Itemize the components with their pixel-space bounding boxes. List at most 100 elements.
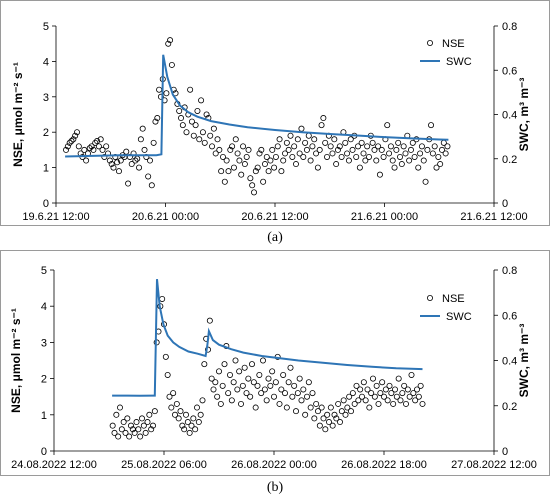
nse-data-point [292,408,299,415]
nse-data-point [230,379,237,386]
series-swc-line [65,54,449,158]
nse-data-point [322,426,329,433]
nse-data-point [418,143,425,150]
nse-data-point [375,143,382,150]
nse-data-point [221,178,228,185]
nse-data-point [364,386,371,393]
nse-data-point [115,433,122,440]
nse-data-point [215,368,222,375]
nse-data-point [108,161,115,168]
nse-data-point [240,143,247,150]
nse-data-point [386,150,393,157]
nse-data-point [210,386,217,393]
nse-data-point [309,390,316,397]
nse-data-point [422,178,429,185]
nse-data-point [164,371,171,378]
x-tick-label: 21.6.21 12:00 [460,211,527,223]
y2-tick-label: 0.6 [502,65,517,77]
nse-data-point [437,161,444,168]
nse-data-point [289,393,296,400]
nse-data-point [267,382,274,389]
nse-data-point [413,386,420,393]
nse-data-point [280,157,287,164]
nse-data-point [151,408,158,415]
nse-data-point [154,115,161,122]
nse-data-point [355,397,362,404]
nse-data-point [384,122,391,129]
x-tick-label: 20.6.21 00:00 [132,211,199,223]
nse-data-point [271,164,278,171]
nse-data-point [305,132,312,139]
nse-data-point [179,122,186,129]
nse-data-point [168,404,175,411]
nse-data-point [75,143,82,150]
nse-data-point [410,390,417,397]
nse-data-point [184,419,191,426]
nse-data-point [66,139,73,146]
nse-data-point [99,146,106,153]
nse-data-point [254,164,261,171]
nse-data-point [109,422,116,429]
nse-data-point [291,382,298,389]
chart-panel-b: 0 1 2 3 4 5 0 0.2 0.4 0.6 0.8 24.08.2022 12:00 25.08… [0,250,550,478]
x-tick-label: 21.6.21 00:00 [351,211,418,223]
y2-tick-label: 0.4 [502,110,517,122]
nse-data-point [303,393,310,400]
nse-data-point [346,393,353,400]
nse-data-point [187,86,194,93]
nse-data-point [345,157,352,164]
nse-data-point [382,386,389,393]
nse-data-point [395,375,402,382]
series-nse-points [109,295,426,440]
nse-data-point [303,146,310,153]
nse-data-point [245,146,252,153]
nse-data-point [115,168,122,175]
nse-data-point [179,422,186,429]
nse-data-point [162,353,169,360]
nse-data-point [232,136,239,143]
series-nse-points [63,37,451,196]
nse-data-point [444,143,451,150]
nse-data-point [404,386,411,393]
nse-data-point [123,148,130,155]
nse-data-point [407,146,414,153]
nse-data-point [347,136,354,143]
nse-data-point [344,150,351,157]
y-tick-label: 3 [41,337,47,349]
nse-data-point [214,136,221,143]
y2-tick-label: 0 [502,446,508,458]
y-tick-label: 3 [43,92,49,104]
nse-data-point [241,364,248,371]
legend-swc-label: SWC [446,56,472,68]
nse-data-point [438,146,445,153]
nse-data-point [433,164,440,171]
nse-data-point [340,397,347,404]
nse-data-point [117,157,124,164]
nse-data-point [417,382,424,389]
nse-data-point [144,419,151,426]
nse-data-point [296,375,303,382]
nse-data-point [157,93,164,100]
nse-data-point [137,136,144,143]
nse-data-point [276,136,283,143]
nse-data-point [316,146,323,153]
nse-data-point [362,397,369,404]
nse-data-point [141,146,148,153]
nse-data-point [223,157,230,164]
nse-data-point [309,143,316,150]
nse-data-point [230,164,237,171]
nse-data-point [338,153,345,160]
nse-data-point [136,164,143,171]
y-tick-label: 5 [41,265,47,277]
nse-data-point [380,393,387,400]
nse-data-point [239,382,246,389]
nse-data-point [397,153,404,160]
nse-data-point [226,371,233,378]
nse-data-point [171,411,178,418]
nse-data-point [81,146,88,153]
nse-data-point [101,153,108,160]
y-tick-label: 2 [43,127,49,139]
nse-data-point [327,404,334,411]
nse-data-point [294,390,301,397]
nse-data-point [237,400,244,407]
